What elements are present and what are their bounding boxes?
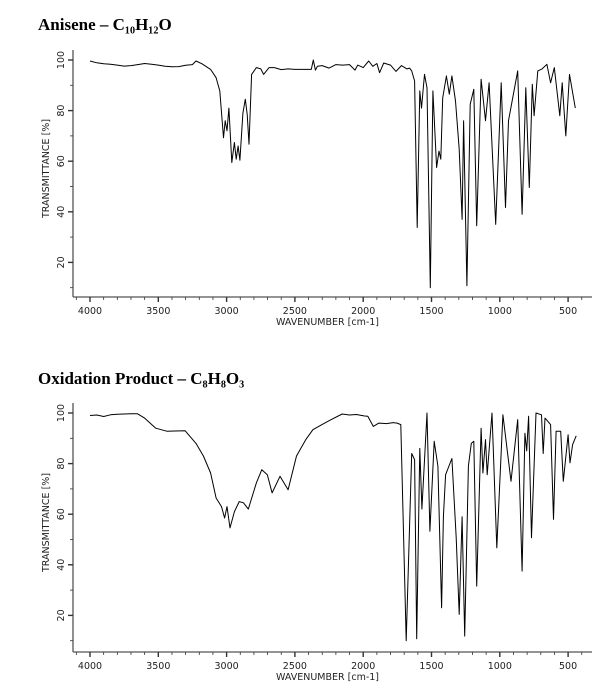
x-tick-label: 4000: [78, 306, 102, 317]
chart-oxidation-product: Oxidation Product – C₈H₈O₃ WAVENUMBER [c…: [38, 369, 592, 683]
chart-title: Oxidation Product – C₈H₈O₃: [38, 369, 244, 388]
x-tick-label: 3500: [146, 306, 170, 317]
y-tick-label: 100: [56, 404, 67, 422]
x-tick-label: 1000: [488, 306, 512, 317]
x-axis-label: WAVENUMBER [cm-1]: [276, 672, 379, 683]
y-tick-label: 80: [56, 458, 67, 470]
chart-anisene: Anisene – C₁₀H₁₂O WAVENUMBER [cm-1] TRAN…: [38, 15, 592, 328]
y-axis-label: TRANSMITTANCE [%]: [41, 473, 52, 573]
y-tick-label: 40: [56, 206, 67, 218]
x-tick-label: 3000: [215, 661, 239, 672]
x-tick-label: 3500: [146, 661, 170, 672]
y-tick-label: 100: [56, 51, 67, 69]
x-tick-label: 4000: [78, 661, 102, 672]
y-tick-label: 60: [56, 155, 67, 167]
x-tick-label: 500: [559, 661, 577, 672]
y-tick-label: 60: [56, 508, 67, 520]
x-tick-label: 3000: [215, 306, 239, 317]
spectrum-line: [89, 412, 577, 642]
spectrum-line: [89, 59, 576, 289]
x-tick-label: 1500: [419, 306, 443, 317]
x-tick-label: 1000: [488, 661, 512, 672]
x-axis-label: WAVENUMBER [cm-1]: [276, 317, 379, 328]
y-axis-label: TRANSMITTANCE [%]: [41, 119, 52, 219]
x-tick-label: 2500: [283, 306, 307, 317]
y-tick-label: 20: [56, 256, 67, 268]
x-tick-label: 2500: [283, 661, 307, 672]
x-tick-label: 2000: [351, 661, 375, 672]
x-tick-label: 1500: [419, 661, 443, 672]
x-tick-label: 500: [559, 306, 577, 317]
y-tick-label: 40: [56, 559, 67, 571]
chart-title: Anisene – C₁₀H₁₂O: [38, 15, 172, 34]
y-tick-label: 80: [56, 105, 67, 117]
y-tick-label: 20: [56, 609, 67, 621]
x-tick-label: 2000: [351, 306, 375, 317]
